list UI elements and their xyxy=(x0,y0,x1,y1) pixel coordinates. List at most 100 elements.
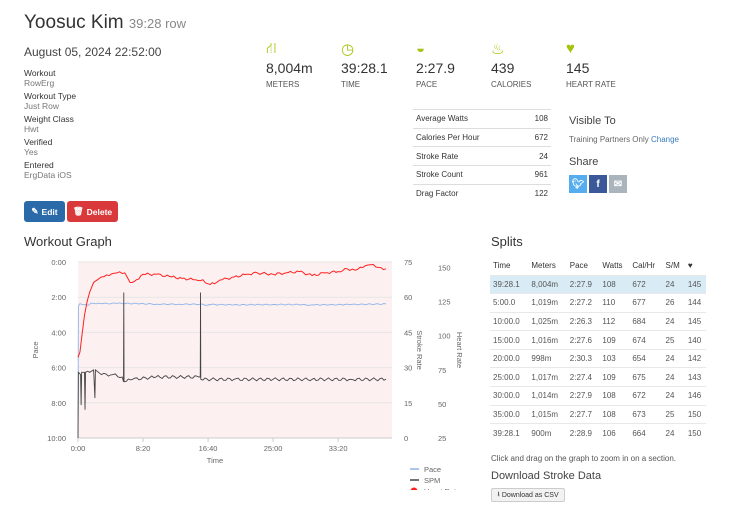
split-cell: 24 xyxy=(662,386,685,406)
split-row: 15:00.0 1,016m 2:27.6 109 674 25 140 xyxy=(490,330,706,350)
workout-graph[interactable]: 0:00 2:00 4:00 6:00 8:00 10:00 0 15 30 45 60 75 25 50… xyxy=(20,250,480,490)
split-row: 35:00.0 1,015m 2:27.7 108 673 25 150 xyxy=(490,404,706,424)
split-cell: 24 xyxy=(662,348,685,368)
split-cell: 20:00.0 xyxy=(490,348,529,368)
email-button[interactable]: ✉ xyxy=(609,175,627,193)
graph-title: Workout Graph xyxy=(24,234,112,249)
splits-table: Time Meters Pace Watts Cal/Hr S/M ♥ 39:28.1 8,00… xyxy=(490,256,706,443)
delete-label: Delete xyxy=(86,206,113,217)
split-cell: 109 xyxy=(599,330,630,350)
summary-value: 122 xyxy=(534,189,548,199)
plot-area xyxy=(78,262,392,438)
change-visibility-link[interactable]: Change xyxy=(650,135,679,144)
pace-tick-label: 10:00 xyxy=(47,434,66,443)
detail-label: Workout xyxy=(24,68,56,78)
column-header: Watts xyxy=(602,260,623,270)
heart-rate-axis-label: Heart Rate xyxy=(455,332,464,368)
split-row: 20:00.0 998m 2:30.3 103 654 24 142 xyxy=(490,348,706,368)
split-cell: 2:27.7 xyxy=(566,404,600,424)
stat-value: 2:27.9 xyxy=(416,60,455,76)
split-cell: 145 xyxy=(684,311,706,331)
clock-icon: ◷ xyxy=(341,41,355,58)
split-cell: 150 xyxy=(684,404,706,424)
twitter-button[interactable]: 🐦︎ xyxy=(569,175,587,193)
split-cell: 15:00.0 xyxy=(490,330,529,350)
stroke-rate-tick-label: 60 xyxy=(404,293,412,302)
download-csv-button[interactable]: ⭳ Download as CSV xyxy=(491,488,565,502)
split-cell: 1,019m xyxy=(528,293,567,313)
split-cell: 144 xyxy=(684,293,706,313)
stat-calories: ♨ 439 CALORIES xyxy=(491,40,581,89)
stroke-rate-tick-label: 15 xyxy=(404,399,412,408)
split-cell: 675 xyxy=(629,367,663,387)
split-cell: 25 xyxy=(662,404,685,424)
edit-button[interactable]: ✎ Edit xyxy=(24,201,65,222)
split-cell: 664 xyxy=(629,423,663,443)
stat-label: CALORIES xyxy=(491,80,532,89)
workout-date: August 05, 2024 22:52:00 xyxy=(24,45,162,59)
split-row: 10:00.0 1,025m 2:26.3 112 684 24 145 xyxy=(490,311,706,331)
summary-label: Stroke Count xyxy=(416,170,463,180)
split-cell: 677 xyxy=(629,293,663,313)
split-cell: 24 xyxy=(662,274,685,294)
split-cell: 108 xyxy=(599,386,630,406)
split-cell: 684 xyxy=(629,311,663,331)
summary-row: Stroke Count 961 xyxy=(413,165,551,184)
split-cell: 2:27.9 xyxy=(566,274,600,294)
splits-title: Splits xyxy=(491,234,523,249)
legend-item[interactable]: Pace xyxy=(424,465,441,474)
detail-value: ErgData iOS xyxy=(24,169,72,180)
x-tick-label: 8:20 xyxy=(136,444,151,453)
detail-value: Yes xyxy=(24,146,38,157)
split-row: 39:28.1 900m 2:28.9 106 664 24 150 xyxy=(490,423,706,443)
split-cell: 2:28.9 xyxy=(566,423,600,443)
trash-icon: 🗑 xyxy=(72,206,84,216)
split-cell: 146 xyxy=(684,386,706,406)
heart-rate-tick-label: 125 xyxy=(438,298,451,307)
column-header: Pace xyxy=(569,260,588,270)
split-cell: 143 xyxy=(684,367,706,387)
split-cell: 103 xyxy=(599,348,630,368)
stat-value: 8,004m xyxy=(266,60,313,76)
athlete-name: Yoosuc Kim xyxy=(24,12,124,33)
visibility-value: Training Partners Only xyxy=(569,135,649,144)
stat-time: ◷ 39:28.1 TIME xyxy=(341,40,431,89)
pace-tick-label: 0:00 xyxy=(51,258,66,267)
summary-label: Average Watts xyxy=(416,114,469,124)
pencil-icon: ✎ xyxy=(31,206,39,216)
stat-heart-rate: ♥ 145 HEART RATE xyxy=(566,40,656,89)
split-row: 39:28.1 8,004m 2:27.9 108 672 24 145 xyxy=(490,274,706,294)
split-cell: 24 xyxy=(662,311,685,331)
flame-icon: ♨ xyxy=(491,41,505,58)
split-cell: 2:27.6 xyxy=(566,330,600,350)
page-title: Yoosuc Kim 39:28 row xyxy=(24,12,186,34)
split-cell: 2:26.3 xyxy=(566,311,600,331)
summary-value: 672 xyxy=(534,133,548,143)
split-cell: 109 xyxy=(599,367,630,387)
split-cell: 1,014m xyxy=(528,386,567,406)
column-header: Time xyxy=(493,260,511,270)
detail-label: Verified xyxy=(24,137,53,147)
delete-button[interactable]: 🗑 Delete xyxy=(67,201,118,222)
split-cell: 674 xyxy=(629,330,663,350)
split-cell: 1,025m xyxy=(528,311,567,331)
split-cell: 672 xyxy=(629,386,663,406)
split-cell: 108 xyxy=(599,404,630,424)
split-cell: 35:00.0 xyxy=(490,404,529,424)
legend-marker xyxy=(410,487,418,490)
summary-value: 961 xyxy=(534,170,548,180)
stroke-rate-tick-label: 75 xyxy=(404,258,412,267)
split-cell: 106 xyxy=(599,423,630,443)
summary-row: Calories Per Hour 672 xyxy=(413,127,551,147)
share-buttons: 🐦︎ f ✉ xyxy=(569,175,627,193)
series-heart-rate xyxy=(77,263,387,358)
zoom-hint: Click and drag on the graph to zoom in o… xyxy=(491,454,676,463)
column-header: Meters xyxy=(531,260,556,270)
legend-item[interactable]: SPM xyxy=(424,476,440,485)
workout-details: Workout RowErg Workout Type Just Row Weight … xyxy=(24,66,76,184)
stat-value: 145 xyxy=(566,60,590,76)
split-cell: 672 xyxy=(629,274,663,294)
facebook-button[interactable]: f xyxy=(589,175,607,193)
summary-value: 24 xyxy=(539,151,548,161)
legend-item[interactable]: Heart Rate xyxy=(424,487,460,490)
